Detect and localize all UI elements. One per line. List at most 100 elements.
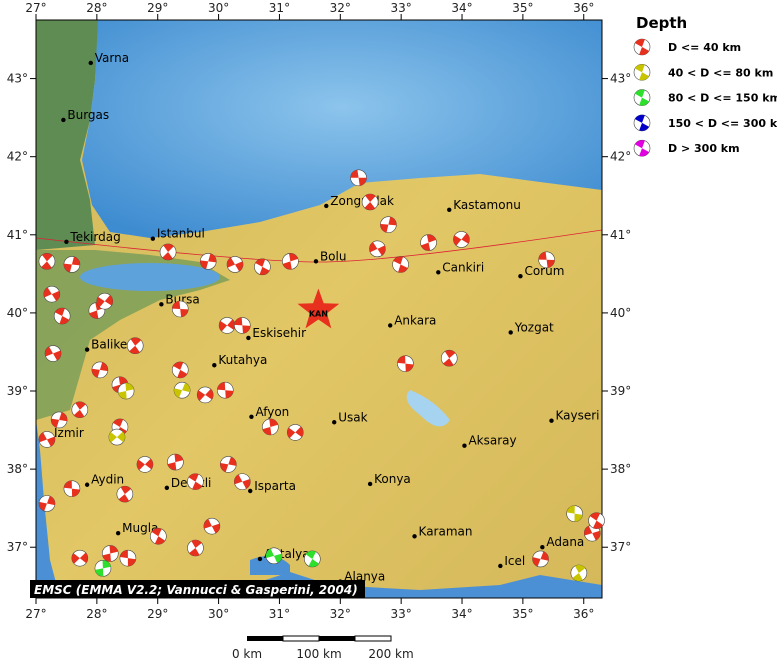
legend: D <= 40 km 40 < D <= 80 km 80 < D <= 150 k… [633, 38, 777, 157]
beachball [633, 139, 651, 157]
city-label: Konya [374, 472, 411, 486]
legend-label: D <= 40 km [668, 41, 741, 54]
beachball [94, 560, 112, 577]
beachball [397, 355, 414, 372]
city-dot [246, 335, 251, 341]
city-dot [61, 117, 66, 123]
beachball [44, 345, 62, 362]
beachball [187, 473, 204, 490]
city-dot [549, 418, 554, 423]
beachball [136, 456, 154, 473]
beachball [361, 193, 379, 211]
x-tick-label: 27° [25, 1, 46, 15]
city-label: Kayseri [555, 409, 599, 423]
city-label: Aydin [91, 473, 124, 487]
scale-label: 200 km [368, 647, 413, 660]
beachball [265, 547, 283, 565]
city-label: Izmir [54, 426, 84, 440]
beachball [282, 253, 299, 270]
beachball [218, 317, 236, 334]
legend-title: Depth [636, 14, 687, 32]
beachball [43, 285, 61, 303]
city-dot [388, 323, 393, 328]
beachball [588, 512, 605, 529]
beachball [234, 473, 251, 490]
beachball [150, 527, 167, 545]
beachball [440, 349, 458, 367]
y-tick-label: 39° [7, 384, 28, 398]
beachball [116, 485, 134, 503]
x-tick-label: 28° [86, 607, 107, 621]
beachball [91, 361, 109, 379]
city-label: Istanbul [157, 227, 205, 241]
beachball [108, 428, 126, 446]
beachball [220, 456, 237, 473]
beachball [226, 256, 244, 273]
x-tick-label: 29° [147, 607, 168, 621]
city-dot [164, 485, 170, 491]
city-label: Karaman [419, 524, 473, 538]
beachball [126, 337, 144, 355]
y-tick-label: 41° [7, 228, 28, 242]
beachball [304, 550, 321, 568]
cities: VarnaBurgasTekirdagIstanbulZonguldakKast… [47, 51, 600, 584]
city-dot [313, 259, 319, 264]
city-label: Tekirdag [69, 230, 120, 244]
x-tick-label: 35° [512, 1, 533, 15]
city-dot [88, 60, 93, 66]
x-tick-label: 31° [269, 607, 290, 621]
beachball [254, 258, 271, 276]
city-dot [84, 482, 90, 487]
x-tick-label: 36° [573, 1, 594, 15]
beachball [532, 550, 549, 568]
x-tick-label: 29° [147, 1, 168, 15]
caption: EMSC (EMMA V2.2; Vannucci & Gasperini, 2… [34, 583, 358, 597]
city-label: Icel [504, 554, 525, 568]
beachball [420, 234, 437, 251]
y-tick-label: 38° [7, 462, 28, 476]
city-dot [436, 270, 441, 275]
beachball [286, 424, 304, 441]
city-dot [447, 207, 452, 213]
city-dot [249, 414, 254, 419]
city-label: Burgas [67, 108, 109, 122]
city-dot [540, 545, 545, 550]
y-tick-label: 41° [610, 228, 631, 242]
beachball [63, 256, 81, 273]
x-tick-label: 32° [330, 1, 351, 15]
legend-label: D > 300 km [668, 142, 740, 155]
y-tick-label: 40° [7, 306, 28, 320]
events [38, 169, 605, 582]
epicenter-star [297, 288, 340, 329]
x-tick-label: 34° [451, 1, 472, 15]
x-tick-label: 32° [330, 607, 351, 621]
city-dot [248, 488, 253, 494]
beachball [38, 431, 56, 448]
beachball [633, 38, 651, 56]
x-tick-label: 28° [86, 1, 107, 15]
beachball [171, 300, 189, 318]
beachball [234, 317, 251, 334]
beachball [71, 549, 89, 567]
x-tick-label: 30° [208, 1, 229, 15]
beachball [633, 114, 651, 132]
map-layer: 27° 27° 28° 28° 29° 29° 30° 30° 31° 31° 32° 32° 33° 3… [7, 1, 632, 621]
city-dot [324, 203, 329, 209]
city-label: Afyon [255, 405, 289, 419]
city-dot [212, 363, 217, 368]
beachball [566, 505, 583, 522]
terrain [36, 20, 602, 598]
y-tick-label: 37° [7, 540, 28, 554]
city-dot [508, 330, 513, 335]
y-tick-label: 40° [610, 306, 631, 320]
city-label: Yozgat [514, 320, 554, 334]
y-tick-label: 43° [610, 72, 631, 86]
city-dot [150, 236, 156, 241]
beachball [216, 381, 234, 399]
beachball [262, 418, 279, 436]
beachball [392, 256, 409, 273]
city-label: Aksaray [468, 434, 516, 448]
beachball [38, 253, 56, 270]
beachball [173, 381, 191, 399]
beachball [453, 231, 470, 248]
